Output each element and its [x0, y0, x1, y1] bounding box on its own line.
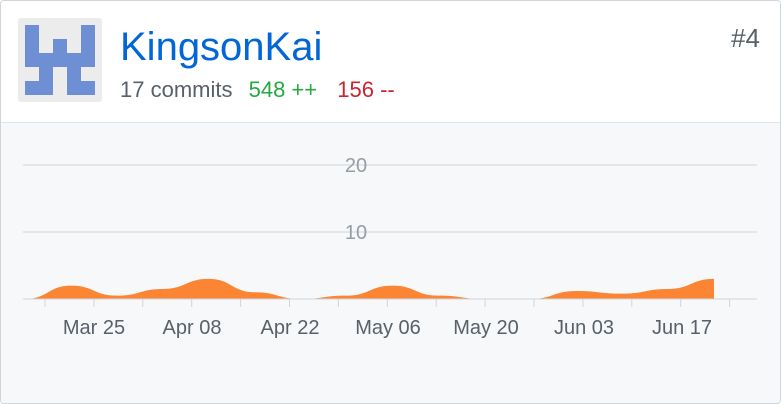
x-tick-label: Jun 17 [652, 317, 712, 339]
x-tick-label: Jun 03 [554, 317, 614, 339]
contributor-username-link[interactable]: KingsonKai [120, 25, 323, 69]
y-tick-label: 10 [345, 222, 367, 244]
x-tick-label: Apr 08 [163, 317, 222, 339]
contributor-stats: 17 commits 548 ++ 156 -- [120, 77, 395, 103]
identicon-avatar-icon [18, 18, 102, 102]
contribution-chart: 10 20 Mar 25 Apr 08 Apr 22 May 06 May 20 Jun 0… [23, 155, 757, 339]
additions-count: 548 ++ [248, 77, 318, 102]
contributor-rank: #4 [731, 23, 760, 53]
y-tick-label: 20 [345, 155, 367, 177]
commits-area-series [25, 278, 714, 299]
x-tick-label: Mar 25 [63, 317, 125, 339]
x-tick-label: May 06 [355, 317, 421, 339]
deletions-count: 156 -- [337, 77, 395, 102]
avatar[interactable] [18, 18, 102, 102]
x-tick-label: May 20 [453, 317, 519, 339]
contributor-header: KingsonKai 17 commits 548 ++ 156 -- #4 [1, 1, 780, 123]
x-tick-label: Apr 22 [261, 317, 320, 339]
commit-count[interactable]: 17 commits [120, 77, 233, 102]
contribution-graph: 10 20 Mar 25 Apr 08 Apr 22 May 06 May 20 Jun 0… [1, 123, 780, 403]
